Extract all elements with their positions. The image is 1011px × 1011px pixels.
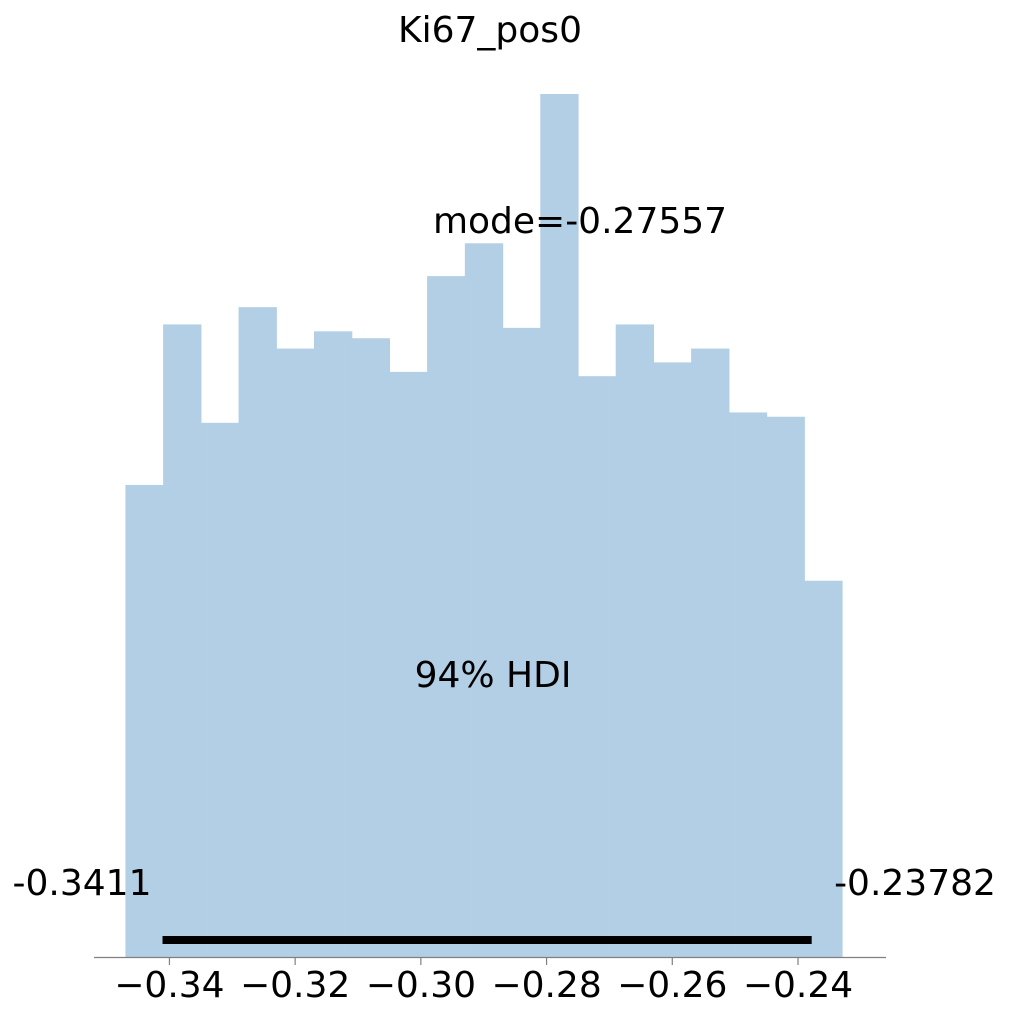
x-tick-label: −0.34 (114, 965, 224, 1006)
histogram-bar (163, 324, 202, 957)
histogram-bar (389, 371, 428, 957)
x-axis-ticks: −0.34 −0.32 −0.30 −0.28 −0.26 −0.24 (114, 958, 853, 1006)
histogram-bar (200, 422, 240, 958)
mode-annotation: mode=-0.27557 (433, 201, 727, 242)
histogram-bar (540, 94, 579, 957)
histogram-bar (653, 362, 692, 957)
histogram-bar (351, 338, 391, 957)
histogram-bar (314, 331, 353, 957)
histogram-bar (464, 243, 504, 957)
histogram-bar (691, 348, 730, 958)
histogram-bar (578, 376, 617, 957)
x-tick-label: −0.30 (366, 965, 476, 1006)
hdi-upper-bound-label: -0.23782 (834, 863, 996, 904)
hdi-lower-bound-label: -0.3411 (13, 863, 152, 904)
histogram-bar (238, 307, 277, 957)
x-tick-label: −0.28 (491, 965, 601, 1006)
histogram-bar (276, 348, 315, 958)
histogram-bar (766, 416, 805, 958)
histogram-bar (125, 484, 164, 957)
histogram-bar (427, 276, 466, 957)
histogram-bar (615, 324, 655, 957)
histogram-bars (125, 94, 843, 958)
hdi-label: 94% HDI (415, 655, 572, 696)
chart-title: Ki67_pos0 (398, 10, 582, 51)
histogram-bar (804, 580, 843, 957)
x-tick-label: −0.24 (743, 965, 853, 1006)
x-tick-label: −0.26 (617, 965, 727, 1006)
histogram-bar (502, 327, 541, 957)
histogram-bar (728, 412, 768, 957)
x-tick-label: −0.32 (240, 965, 350, 1006)
